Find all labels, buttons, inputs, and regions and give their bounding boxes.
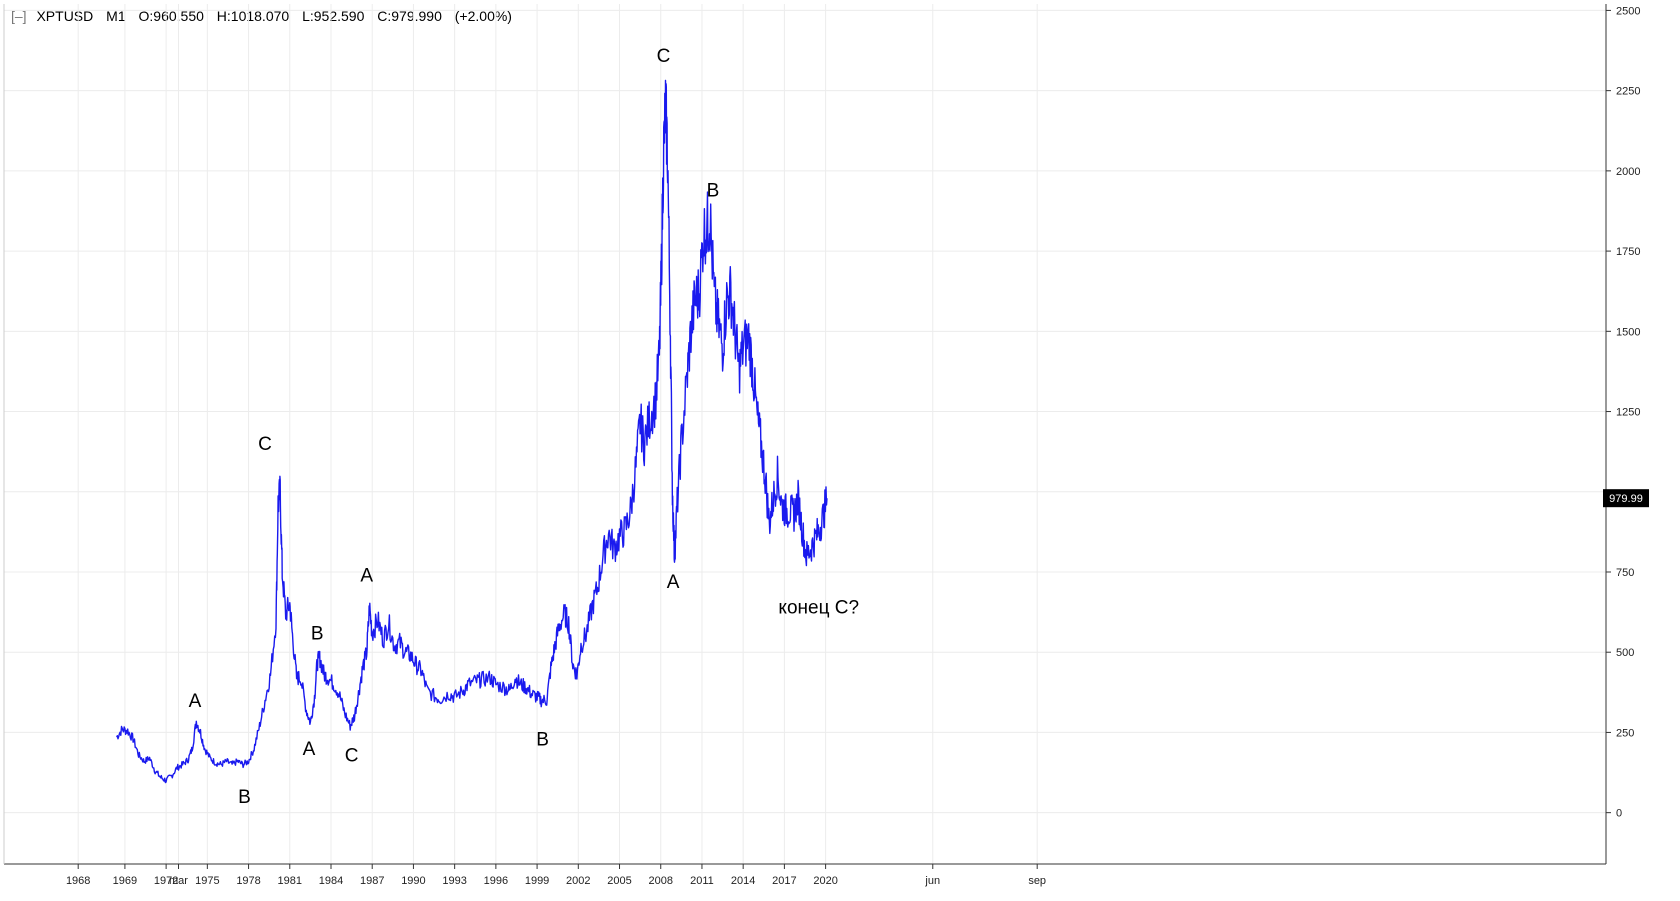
x-tick-label: 1968 bbox=[66, 875, 90, 887]
x-tick-label: 2011 bbox=[690, 875, 714, 887]
x-tick-label: 1981 bbox=[278, 875, 302, 887]
x-tick-label: 2005 bbox=[607, 875, 631, 887]
collapse-icon[interactable]: [–] bbox=[11, 8, 27, 24]
last-price-tag bbox=[1603, 489, 1649, 508]
x-tick-label: 2020 bbox=[813, 875, 837, 887]
high-value: H:1018.070 bbox=[216, 8, 290, 24]
y-tick-label: 500 bbox=[1616, 647, 1634, 659]
x-tick-label: 1972 bbox=[154, 875, 178, 887]
y-tick-label: 2000 bbox=[1616, 166, 1640, 178]
wave-label: C bbox=[345, 745, 359, 766]
series-line bbox=[116, 79, 828, 784]
wave-label: B bbox=[311, 623, 324, 644]
x-tick-label: 2014 bbox=[731, 875, 755, 887]
wave-label: B bbox=[707, 181, 720, 202]
x-tick-label: 1978 bbox=[236, 875, 260, 887]
x-tick-label: jun bbox=[924, 875, 940, 887]
y-tick-label: 1500 bbox=[1616, 326, 1640, 338]
x-tick-label: 1999 bbox=[525, 875, 549, 887]
open-value: O:960.550 bbox=[138, 8, 204, 24]
x-tick-label: 2008 bbox=[648, 875, 672, 887]
last-price-label: 979.99 bbox=[1609, 493, 1643, 505]
price-series bbox=[116, 79, 828, 784]
chart-header: [–] XPTUSD M1 O:960.550 H:1018.070 L:952… bbox=[11, 8, 521, 24]
y-tick-label: 750 bbox=[1616, 567, 1634, 579]
x-tick-label: sep bbox=[1028, 875, 1046, 887]
wave-label: C bbox=[258, 434, 272, 455]
x-tick-label: 1993 bbox=[442, 875, 466, 887]
x-tick-label: 1987 bbox=[360, 875, 384, 887]
close-value: C:979.990 bbox=[377, 8, 442, 24]
change-value: (+2.00%) bbox=[454, 8, 512, 24]
x-tick-label: 2002 bbox=[566, 875, 590, 887]
x-tick-label: mar bbox=[169, 875, 188, 887]
x-tick-label: 2017 bbox=[772, 875, 796, 887]
wave-label: A bbox=[189, 691, 202, 712]
x-tick-label: 1984 bbox=[319, 875, 343, 887]
axes: 0 250 500 750 1250 1500 1750 2000 2250 2500 1968 ma… bbox=[3, 4, 1649, 887]
x-tick-label: 1990 bbox=[401, 875, 425, 887]
y-tick-label: 1250 bbox=[1616, 407, 1640, 419]
wave-label: A bbox=[303, 739, 316, 760]
low-value: L:952.590 bbox=[302, 8, 365, 24]
wave-label: A bbox=[360, 566, 373, 587]
y-tick-label: 2500 bbox=[1616, 5, 1640, 17]
wave-label: B bbox=[536, 729, 549, 750]
x-tick-label: 1996 bbox=[484, 875, 508, 887]
symbol-label: XPTUSD bbox=[36, 8, 94, 24]
wave-label: конец C? bbox=[778, 598, 859, 619]
wave-label: C bbox=[657, 46, 671, 67]
timeframe-label: M1 bbox=[106, 8, 126, 24]
y-tick-label: 2250 bbox=[1616, 86, 1640, 98]
y-tick-label: 250 bbox=[1616, 727, 1634, 739]
grid bbox=[4, 4, 1606, 864]
y-tick-label: 1750 bbox=[1616, 246, 1640, 258]
y-tick-label: 0 bbox=[1616, 808, 1622, 820]
wave-label: A bbox=[667, 572, 680, 593]
wave-label: B bbox=[238, 787, 251, 808]
x-tick-label: 1975 bbox=[195, 875, 219, 887]
x-tick-label: 1969 bbox=[113, 875, 137, 887]
